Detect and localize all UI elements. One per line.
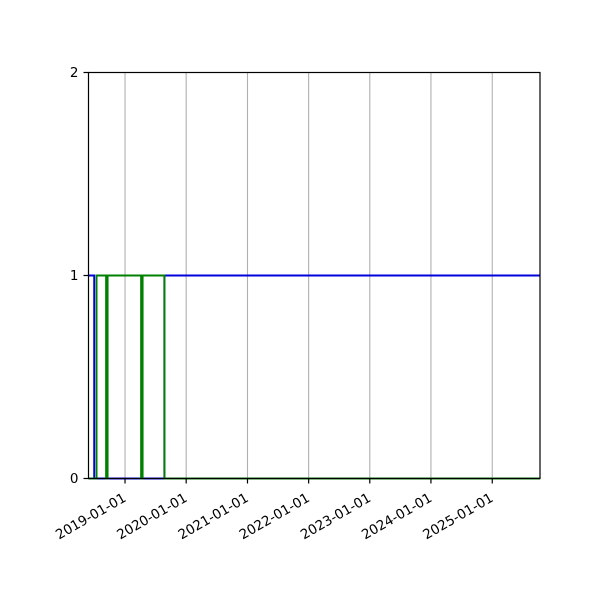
green-step-series <box>88 274 540 480</box>
blue-step-series <box>88 274 540 480</box>
y-tick-label: 2 <box>70 65 79 81</box>
axes-layer <box>83 71 541 484</box>
tick-labels-layer: 0122019-01-012020-01-012021-01-012022-01… <box>53 65 496 543</box>
y-tick-label: 0 <box>70 471 79 487</box>
x-tick-label: 2025-01-01 <box>420 490 496 543</box>
series-layer <box>88 274 540 480</box>
y-tick-label: 1 <box>70 268 79 284</box>
